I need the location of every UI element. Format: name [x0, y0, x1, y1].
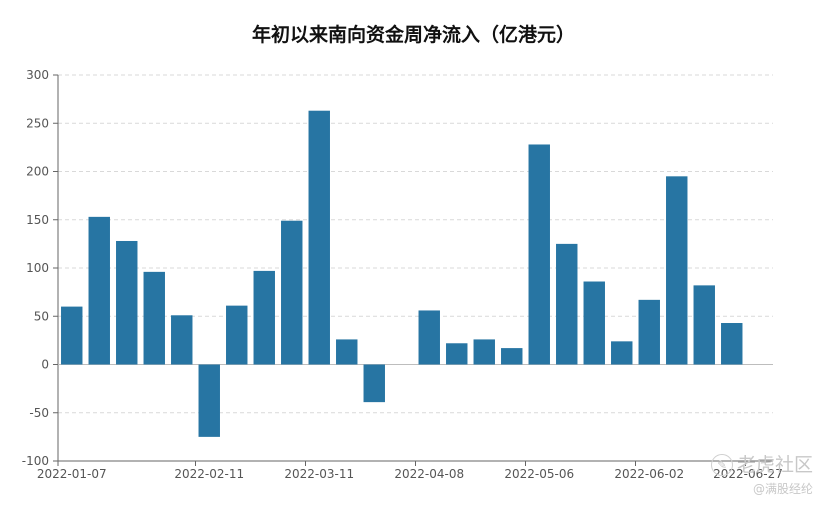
- x-tick-label: 2022-06-02: [614, 467, 684, 481]
- bar: [171, 315, 193, 365]
- y-tick-label: 100: [26, 261, 49, 275]
- bar: [336, 339, 358, 365]
- watermark-handle: @满股经纶: [752, 482, 813, 496]
- bar: [556, 243, 578, 365]
- bar: [583, 281, 605, 365]
- bar: [253, 270, 275, 365]
- bar: [693, 285, 715, 365]
- bar: [61, 306, 83, 365]
- y-tick-label: -50: [29, 406, 49, 420]
- bar: [638, 299, 660, 365]
- watermark-main: ✎ 老虎社区: [710, 450, 813, 477]
- bar: [501, 348, 523, 365]
- tiger-logo-icon: ✎: [710, 454, 733, 476]
- bar: [198, 364, 220, 437]
- bar: [528, 144, 550, 365]
- bar: [611, 341, 633, 365]
- bar: [721, 323, 743, 365]
- y-tick-label: 200: [26, 165, 49, 179]
- watermark-line1: 老虎社区: [736, 454, 813, 476]
- x-tick-label: 2022-01-07: [37, 467, 107, 481]
- bar: [308, 110, 330, 365]
- x-tick-label: 2022-03-11: [284, 467, 354, 481]
- grid-lines: [58, 74, 773, 414]
- y-tick-label: 0: [41, 358, 49, 372]
- y-tick-label: 150: [26, 213, 49, 227]
- x-tick-label: 2022-04-08: [394, 467, 464, 481]
- chart-title: 年初以来南向资金周净流入（亿港元）: [251, 24, 575, 46]
- bars: [61, 110, 743, 437]
- y-tick-label: 50: [34, 309, 49, 323]
- bar: [473, 339, 495, 365]
- y-tick-label: 300: [26, 68, 49, 82]
- bar: [666, 176, 688, 365]
- x-tick-label: 2022-05-06: [504, 467, 574, 481]
- x-tick-label: 2022-02-11: [174, 467, 244, 481]
- tick-labels: -100 -50 0 50 100 150 200 250 300 2022-01-07 2022-…: [22, 68, 783, 481]
- bar: [281, 220, 303, 365]
- y-tick-label: 250: [26, 116, 49, 130]
- bar: [446, 343, 468, 365]
- axes: [53, 74, 773, 466]
- bar: [363, 364, 385, 403]
- bar: [418, 310, 440, 365]
- bar: [116, 240, 138, 365]
- bar: [88, 216, 110, 365]
- bar: [226, 305, 248, 365]
- bar: [143, 271, 165, 365]
- y-tick-label: -100: [22, 454, 49, 468]
